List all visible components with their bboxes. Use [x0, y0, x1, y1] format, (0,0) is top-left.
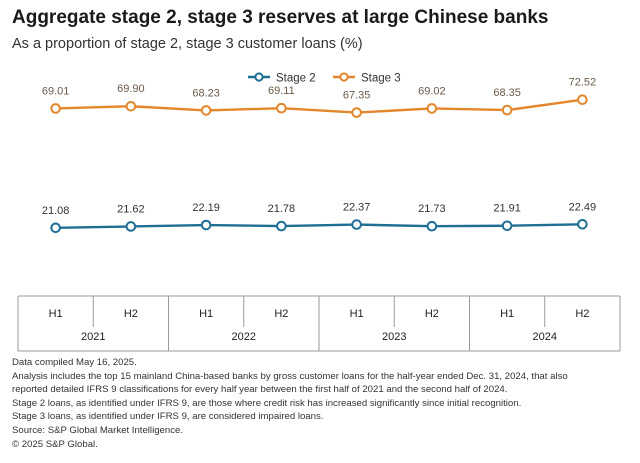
footnote-copyright: © 2025 S&P Global.: [12, 438, 98, 450]
data-point-stage-3: [501, 104, 513, 116]
footnote-analysis-2: reported detailed IFRS 9 classifications…: [12, 384, 508, 396]
legend-marker-stage-2: [254, 72, 264, 82]
x-year-label: 2024: [533, 331, 557, 343]
data-label-stage-2: 21.62: [117, 203, 145, 215]
data-point-stage-3: [125, 100, 137, 112]
x-tick-label: H2: [124, 308, 138, 320]
footnote-analysis-1: Analysis includes the top 15 mainland Ch…: [12, 370, 568, 382]
data-label-stage-3: 68.35: [493, 87, 521, 99]
legend-label-stage-3: Stage 3: [361, 73, 401, 85]
data-label-stage-3: 68.23: [192, 87, 220, 99]
data-point-stage-2: [351, 219, 362, 230]
data-label-stage-3: 69.01: [42, 85, 70, 97]
data-label-stage-3: 67.35: [343, 90, 371, 102]
x-tick-label: H2: [274, 308, 288, 320]
x-tick-label: H1: [199, 308, 213, 320]
data-point-stage-3: [50, 103, 61, 114]
data-point-stage-2: [577, 218, 588, 230]
x-tick-label: H1: [500, 308, 514, 320]
x-year-label: 2022: [232, 331, 256, 343]
data-label-stage-3: 69.90: [117, 83, 145, 95]
line-chart: Stage 2 Stage 3 21.08 21.62 22.19 21.78 22.37 2…: [17, 72, 621, 352]
chart-subtitle: As a proportion of stage 2, stage 3 cust…: [12, 36, 363, 52]
data-point-stage-3: [276, 102, 287, 114]
data-label-stage-2: 22.37: [343, 202, 371, 214]
x-tick-label: H1: [49, 308, 63, 320]
series-line-stage-2: [55, 223, 583, 230]
data-point-stage-3: [426, 103, 438, 114]
x-year-label: 2023: [382, 331, 406, 343]
data-label-stage-2: 22.19: [192, 202, 220, 214]
x-year-label: 2021: [81, 331, 105, 343]
data-label-stage-2: 22.49: [569, 201, 597, 213]
legend-marker-stage-3: [339, 72, 349, 82]
data-point-stage-3: [577, 94, 588, 106]
series-line-stage-3: [55, 98, 583, 114]
footnotes: Data compiled May 16, 2025. Analysis inc…: [12, 356, 632, 451]
x-tick-label: H2: [425, 308, 439, 320]
data-label-stage-2: 21.91: [493, 203, 521, 215]
data-label-stage-2: 21.78: [268, 203, 296, 215]
data-point-stage-2: [125, 221, 137, 232]
data-point-stage-2: [501, 220, 513, 232]
footnote-source: Source: S&P Global Market Intelligence.: [12, 424, 184, 436]
legend-label-stage-2: Stage 2: [276, 73, 316, 85]
data-point-stage-3: [200, 105, 212, 116]
chart-title: Aggregate stage 2, stage 3 reserves at l…: [12, 7, 549, 28]
data-point-stage-2: [426, 220, 438, 232]
data-label-stage-3: 69.11: [268, 85, 295, 97]
footnote-date: Data compiled May 16, 2025.: [12, 357, 137, 368]
x-tick-label: H2: [575, 308, 589, 320]
data-point-stage-2: [200, 219, 212, 231]
footnote-stage3: Stage 3 loans, as identified under IFRS …: [12, 411, 324, 423]
data-label-stage-2: 21.08: [42, 205, 70, 217]
data-point-stage-2: [50, 222, 61, 234]
data-label-stage-3: 72.52: [569, 77, 597, 89]
data-label-stage-3: 69.02: [418, 85, 446, 97]
footnote-stage2: Stage 2 loans, as identified under IFRS …: [12, 397, 522, 409]
x-tick-label: H1: [350, 308, 364, 320]
data-label-stage-2: 21.73: [418, 203, 446, 215]
data-point-stage-3: [351, 107, 362, 118]
data-point-stage-2: [276, 220, 287, 232]
